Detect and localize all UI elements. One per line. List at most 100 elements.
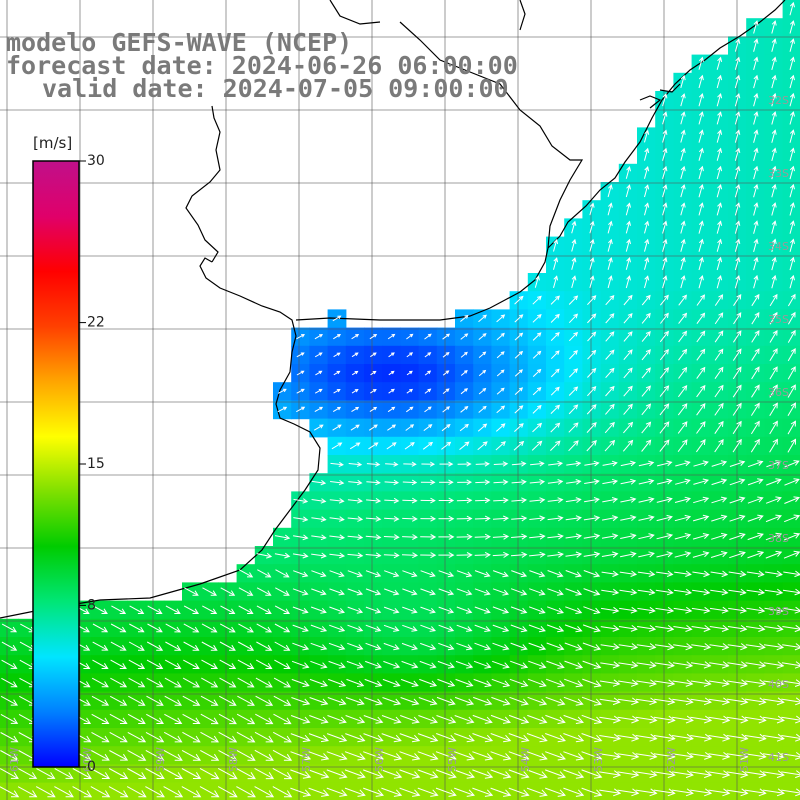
wind-arrow [492,515,510,522]
wind-arrow [532,368,542,377]
wind-arrow [311,534,327,541]
wind-arrow [605,385,615,397]
wind-arrow [584,460,600,467]
wind-arrow [272,767,293,780]
wind-arrow [366,461,381,467]
wind-arrow [599,788,622,797]
wind-arrow [420,552,437,559]
wind-arrow [563,769,585,779]
wind-arrow [584,497,600,503]
wind-arrow [607,256,613,270]
wind-arrow [659,403,670,416]
wind-arrow [456,497,473,504]
wind-arrow [601,588,620,596]
wind-arrow [347,642,364,651]
wind-arrow [547,515,564,522]
wind-arrow [347,588,364,596]
wind-arrow [511,461,527,467]
wind-arrow [514,423,524,432]
wind-arrow [714,348,724,361]
wind-arrow [441,441,452,450]
wind-arrow [732,402,742,416]
wind-arrow [382,678,401,687]
wind-arrow [182,677,201,688]
wind-arrow [732,366,742,380]
wind-arrow [184,587,199,596]
wind-arrow [474,624,491,632]
wind-arrow [747,460,764,468]
wind-arrow [435,787,457,797]
wind-arrow [309,715,329,724]
wind-arrow [771,183,777,198]
wind-arrow [662,111,668,125]
wind-arrow [674,551,692,558]
wind-arrow [619,570,638,577]
wind-arrow [674,514,692,522]
wind-arrow [439,479,454,486]
latitude-label: 33S [768,167,789,180]
wind-arrow [437,660,455,669]
wind-arrow [563,733,585,743]
wind-arrow [553,275,559,289]
wind-arrow [782,588,800,596]
wind-arrow [644,165,650,179]
wind-arrow [644,256,650,270]
wind-arrow [746,588,766,596]
latitude-label: 40S [768,678,789,691]
wind-arrow [660,312,669,324]
wind-arrow [386,442,397,450]
wind-arrow [771,274,777,289]
wind-arrow [765,514,782,523]
wind-arrow [496,314,506,323]
wind-arrow [400,697,420,706]
wind-arrow [370,352,377,358]
wind-arrow [348,461,363,467]
wind-arrow [293,516,309,522]
wind-arrow [565,606,583,614]
wind-arrow [763,715,785,724]
wind-arrow [677,439,688,453]
wind-arrow [351,334,360,340]
wind-arrow [784,496,800,504]
wind-arrow [292,606,309,614]
wind-arrow [383,642,400,651]
wind-arrow [315,370,323,376]
wind-arrow [329,516,345,522]
wind-arrow [656,570,674,577]
wind-arrow [644,147,650,161]
title-valid-date: valid date: 2024-07-05 09:00:00 [42,74,509,103]
wind-arrow [599,770,622,779]
wind-arrow [789,111,795,125]
wind-arrow [219,641,236,651]
wind-arrow [545,696,566,706]
wind-arrow [347,516,364,522]
wind-arrow [659,367,670,379]
wind-arrow [473,678,492,688]
wind-arrow [90,786,111,798]
wind-arrow [273,713,292,725]
wind-arrow [275,569,290,578]
wind-arrow [672,679,694,687]
wind-arrow [771,147,777,162]
wind-arrow [492,624,510,633]
wind-arrow [771,56,777,71]
boundary-line [329,0,381,25]
wind-arrow [329,588,345,596]
wind-arrow [368,424,378,431]
wind-arrow [751,348,760,361]
wind-arrow [508,714,530,724]
wind-arrow [508,733,530,743]
wind-arrow [218,695,237,706]
wind-arrow [399,751,421,761]
wind-arrow [625,202,631,216]
wind-arrow [763,643,785,651]
wind-arrow [753,274,759,289]
wind-arrow [272,786,293,798]
wind-arrow [333,352,341,358]
wind-arrow [199,786,220,798]
wind-arrow [709,606,729,614]
wind-arrow [729,551,746,559]
wind-arrow [787,366,796,380]
wind-arrow [545,733,566,743]
wind-arrow [708,752,731,760]
